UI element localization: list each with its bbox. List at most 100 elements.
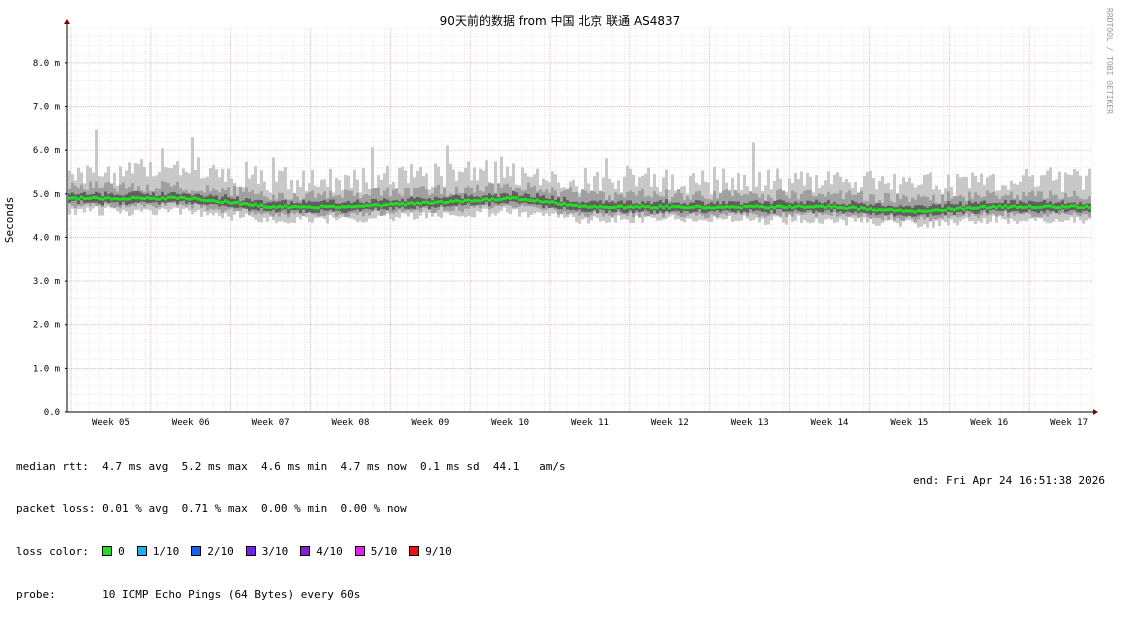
median-segment [1067,205,1070,209]
median-segment [419,202,422,206]
x-tick-label: Week 09 [411,418,449,428]
median-segment [80,195,83,199]
median-segment [248,203,251,207]
median-segment [1010,204,1013,208]
loss-color-swatch [300,546,311,557]
median-segment [188,197,191,201]
loss-color-item: 9/10 [409,545,452,558]
median-segment [302,205,305,209]
median-segment [1058,206,1061,210]
median-segment [107,196,110,200]
smoke-mid-bar [803,191,806,215]
smoke-light-bar [644,173,647,218]
median-segment [737,205,740,209]
x-tick-label: Week 15 [890,418,928,428]
median-segment [905,209,908,213]
median-segment [461,200,464,204]
smoke-light-bar [398,167,401,219]
smoke-light-bar [893,174,896,222]
median-segment [617,204,620,208]
median-segment [623,206,626,210]
median-segment [932,208,935,212]
loss-color-swatch [102,546,113,557]
median-segment [404,203,407,207]
median-segment [557,202,560,206]
median-segment [545,199,548,203]
median-segment [308,205,311,209]
median-segment [128,197,131,201]
loss-color-swatch [354,546,365,557]
smoke-mid-bar [422,185,425,208]
smoke-light-bar [353,169,356,220]
median-segment [596,206,599,210]
median-segment [653,206,656,210]
median-segment [794,205,797,209]
median-segment [476,199,479,203]
smoke-light-bar [1085,175,1088,221]
median-segment [1016,206,1019,210]
smoke-light-bar [752,142,755,221]
median-segment [497,198,500,202]
median-segment [770,205,773,209]
x-tick-label: Week 16 [970,418,1008,428]
median-segment [377,203,380,207]
median-segment [698,204,701,208]
median-segment [530,198,533,202]
smoke-dark-bar [599,200,602,210]
smoke-light-bar [1076,171,1079,218]
median-segment [329,204,332,208]
median-segment [491,197,494,201]
median-segment [245,202,248,206]
median-segment [164,197,167,201]
median-segment [278,204,281,208]
median-segment [620,204,623,208]
median-segment [161,196,164,200]
y-tick-label: 6.0 m [33,146,60,156]
median-segment [170,195,173,199]
median-segment [260,203,263,207]
median-segment [494,198,497,202]
rrdtool-watermark: RRDTOOL / TOBI OETIKER [1105,8,1114,114]
median-segment [746,205,749,209]
smoke-mid-bar [638,190,641,218]
loss-color-label: 0 [118,545,125,559]
median-segment [710,206,713,210]
smoke-mid-bar [839,190,842,216]
loss-color-label: 3/10 [261,545,289,559]
median-segment [350,205,353,209]
median-segment [1070,204,1073,208]
y-tick-label: 4.0 m [33,233,60,243]
smoke-mid-bar [641,188,644,212]
median-segment [797,204,800,208]
median-segment [257,204,260,208]
smoke-mid-bar [986,190,989,216]
median-segment [1076,205,1079,209]
smoke-mid-bar [404,188,407,212]
median-segment [638,205,641,209]
x-tick-labels: Week 05 Week 06 Week 07 Week 08 Week 09 Week … [92,418,1088,428]
smoke-mid-bar [350,190,353,214]
median-segment [599,204,602,208]
median-segment [428,201,431,205]
median-segment [281,205,284,209]
median-segment [455,198,458,202]
smoke-dark-bar [512,190,515,202]
median-segment [806,205,809,209]
smoke-dark-bar [302,199,305,210]
smoke-dark-bar [524,193,527,203]
median-segment [965,206,968,210]
median-segment [686,206,689,210]
median-segment [185,197,188,201]
smoke-dark-bar [563,196,566,207]
smoke-light-bar [485,160,488,209]
smoke-mid-bar [992,191,995,214]
loss-color-item: 1/10 [136,545,179,558]
median-segment [1022,206,1025,210]
smoke-light-bar [500,156,503,211]
median-segment [989,205,992,209]
median-segment [464,198,467,202]
y-tick-label: 0.0 [44,408,60,418]
median-segment [650,206,653,210]
chart-axes [64,19,1098,415]
median-segment [1019,205,1022,209]
